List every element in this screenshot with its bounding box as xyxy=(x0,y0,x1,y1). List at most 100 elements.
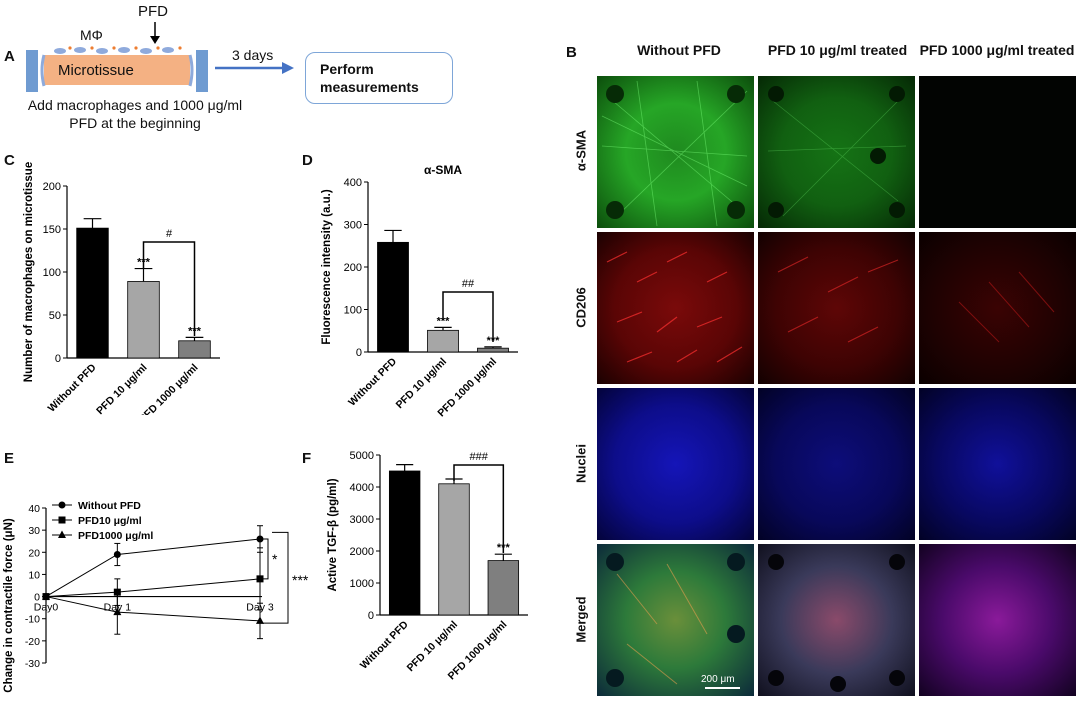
y-tick-label: 300 xyxy=(344,220,362,232)
panel-d-letter: D xyxy=(302,152,313,169)
image-cd206-without xyxy=(597,232,754,384)
arrow-label: 3 days xyxy=(232,47,274,63)
y-tick-label: 50 xyxy=(49,310,61,322)
y-tick-label: 20 xyxy=(28,547,40,559)
macrophage-cells xyxy=(54,46,182,54)
panel-a-schematic xyxy=(26,22,294,92)
category-label: PFD 10 μg/ml xyxy=(405,619,461,675)
image-nuclei-pfd1000 xyxy=(919,388,1076,540)
x-tick-label: Day0 xyxy=(34,602,59,614)
y-axis-label: Change in contractile force (μN) xyxy=(3,518,15,693)
row-label-nuclei: Nuclei xyxy=(573,444,589,484)
image-asma-pfd1000 xyxy=(919,76,1076,228)
data-point-triangle xyxy=(113,607,122,616)
bracket-label: ## xyxy=(462,278,475,290)
category-label: Without PFD xyxy=(358,618,411,671)
significance-bracket xyxy=(453,464,505,553)
bar-1 xyxy=(388,470,421,616)
series-line-3 xyxy=(45,596,261,622)
bar-2 xyxy=(438,483,470,616)
y-tick-label: 0 xyxy=(34,592,40,604)
category-label: PFD 10 μg/ml xyxy=(394,356,450,412)
y-tick-label: 30 xyxy=(28,525,40,537)
category-label: Without PFD xyxy=(46,361,99,414)
legend-marker xyxy=(58,501,66,509)
bracket-label: # xyxy=(166,228,173,240)
row-label-cd206: CD206 xyxy=(573,287,589,328)
row-label-asma: α-SMA xyxy=(573,129,589,172)
data-point-square xyxy=(256,575,264,583)
y-tick-label: 400 xyxy=(344,177,362,189)
scale-bar-label: 200 μm xyxy=(701,674,735,685)
y-tick-label: 5000 xyxy=(350,450,374,462)
legend-label: PFD10 μg/ml xyxy=(78,515,142,527)
bracket-label: ### xyxy=(469,451,488,463)
series-line-2 xyxy=(45,578,261,598)
data-point-circle xyxy=(113,551,121,558)
image-cd206-pfd10 xyxy=(758,232,915,384)
y-tick-label: 3000 xyxy=(350,514,374,526)
bar-1 xyxy=(377,241,409,353)
series-line-1 xyxy=(45,538,261,598)
y-tick-label: 1000 xyxy=(350,578,374,590)
col-header-pfd10: PFD 10 μg/ml treated xyxy=(767,42,908,58)
panel-c-letter: C xyxy=(4,152,15,169)
y-tick-label: 200 xyxy=(344,262,362,274)
col-header-pfd1000: PFD 1000 μg/ml treated xyxy=(919,42,1075,58)
image-cd206-pfd1000 xyxy=(919,232,1076,384)
category-label: PFD 10 μg/ml xyxy=(94,362,150,415)
well-wall-left xyxy=(40,54,46,87)
bracket-outer xyxy=(262,531,289,624)
legend-label: Without PFD xyxy=(78,500,141,512)
legend-marker xyxy=(58,530,66,538)
y-tick-label: 2000 xyxy=(350,546,374,558)
microtissue-label: Microtissue xyxy=(58,62,134,79)
y-tick-label: -20 xyxy=(25,636,40,648)
y-tick-label: 100 xyxy=(344,305,362,317)
bracket-inner xyxy=(262,538,269,580)
chart-title: α-SMA xyxy=(424,163,462,177)
y-tick-label: 40 xyxy=(28,503,40,515)
caption-line-1: Add macrophages and 1000 μg/ml xyxy=(27,97,243,113)
y-tick-label: 10 xyxy=(28,569,40,581)
bar-1 xyxy=(76,227,109,359)
pfd-arrowhead xyxy=(150,36,160,44)
image-nuclei-without xyxy=(597,388,754,540)
microtissue-shape xyxy=(44,55,190,85)
y-tick-label: 0 xyxy=(356,347,362,359)
y-tick-label: 100 xyxy=(43,267,61,279)
bar-3 xyxy=(178,340,211,359)
data-point-circle xyxy=(256,535,264,543)
panel-e-letter: E xyxy=(4,450,15,467)
category-label: Without PFD xyxy=(346,355,399,408)
box-line-2: measurements xyxy=(320,79,419,95)
y-tick-label: 150 xyxy=(43,224,61,236)
pfd-label: PFD xyxy=(138,3,168,20)
image-nuclei-pfd10 xyxy=(758,388,915,540)
image-merged-without: 200 μm xyxy=(597,544,754,696)
y-tick-label: 4000 xyxy=(350,482,374,494)
significance-bracket xyxy=(142,241,196,336)
bar-2 xyxy=(127,281,160,359)
panel-f-letter: F xyxy=(302,450,312,467)
y-axis-label: Fluorescence intensity (a.u.) xyxy=(321,189,333,344)
col-header-without: Without PFD xyxy=(637,42,721,58)
panel-a-letter: A xyxy=(4,48,15,65)
image-merged-pfd1000 xyxy=(919,544,1076,696)
y-tick-label: 0 xyxy=(55,353,61,365)
measurement-box: Perform measurements xyxy=(305,52,453,104)
y-tick-label: 0 xyxy=(368,610,374,622)
y-tick-label: -10 xyxy=(25,614,40,626)
y-axis-label: Active TGF-β (pg/ml) xyxy=(327,478,339,591)
panel-b-letter: B xyxy=(566,44,577,61)
bracket-label-inner: * xyxy=(272,551,278,567)
process-arrowhead xyxy=(282,62,294,74)
y-tick-label: -30 xyxy=(25,658,40,670)
caption-line-2: PFD at the beginning xyxy=(69,115,201,131)
image-asma-pfd10 xyxy=(758,76,915,228)
significance-label: *** xyxy=(437,315,451,327)
